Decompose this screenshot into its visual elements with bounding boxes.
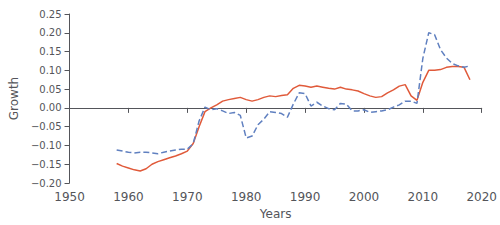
svg-text:1960: 1960 [113,190,144,204]
svg-text:1990: 1990 [290,190,321,204]
svg-text:0.05: 0.05 [39,84,61,95]
svg-text:1970: 1970 [172,190,203,204]
svg-text:−0.20: −0.20 [31,178,62,189]
svg-text:0.00: 0.00 [39,102,61,113]
svg-text:−0.05: −0.05 [31,121,62,132]
svg-text:2000: 2000 [349,190,380,204]
svg-text:0.25: 0.25 [39,9,61,20]
svg-text:−0.10: −0.10 [31,140,62,151]
svg-text:0.15: 0.15 [39,46,61,57]
svg-text:0.20: 0.20 [39,27,61,38]
svg-text:Growth: Growth [7,77,21,120]
svg-text:0.10: 0.10 [39,65,61,76]
svg-text:2020: 2020 [466,190,497,204]
svg-text:1950: 1950 [54,190,85,204]
svg-text:1980: 1980 [231,190,262,204]
svg-text:−0.15: −0.15 [31,159,62,170]
svg-text:Years: Years [259,207,292,221]
svg-text:2010: 2010 [408,190,439,204]
